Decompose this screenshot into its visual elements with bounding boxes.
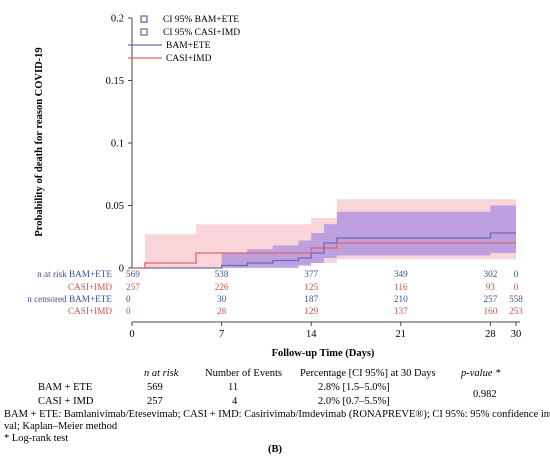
panel-label: (B) bbox=[268, 444, 282, 455]
risk-value: 226 bbox=[215, 282, 229, 292]
risk-value: 129 bbox=[304, 306, 318, 316]
header-percentage: Percentage [CI 95%] at 30 Days bbox=[300, 368, 436, 379]
survival-curves bbox=[132, 232, 516, 269]
group-label: BAM + ETE bbox=[38, 382, 93, 393]
n-value: 569 bbox=[147, 382, 163, 393]
p-value: 0.982 bbox=[473, 389, 497, 400]
events-value: 11 bbox=[228, 382, 239, 393]
x-axis-label: Follow-up Time (Days) bbox=[272, 348, 375, 359]
header-n-at-risk: n at risk bbox=[144, 368, 179, 379]
legend-marker bbox=[140, 15, 148, 23]
percentage-value: 2.0% [0.7–5.5%] bbox=[318, 396, 390, 407]
x-tick-label: 14 bbox=[306, 329, 317, 340]
risk-value: 302 bbox=[484, 269, 498, 279]
x-tick-label: 21 bbox=[396, 329, 407, 340]
percentage-value: 2.8% [1.5–5.0%] bbox=[318, 382, 390, 393]
risk-row-label: CASI+IMD bbox=[68, 282, 112, 292]
risk-value: 137 bbox=[394, 306, 408, 316]
y-tick-label: 0.05 bbox=[106, 201, 124, 212]
risk-value: 569 bbox=[126, 269, 140, 279]
risk-value: 210 bbox=[394, 294, 408, 304]
header-p-value: p-value * bbox=[461, 368, 501, 379]
x-tick-label: 7 bbox=[219, 329, 224, 340]
group-label: CASI + IMD bbox=[38, 396, 94, 407]
footnote-abbreviations: BAM + ETE: Bamlanivimab/Etesevimab; CASI… bbox=[4, 409, 550, 420]
x-tick-label: 28 bbox=[485, 329, 496, 340]
risk-value: 28 bbox=[217, 306, 227, 316]
risk-value: 30 bbox=[217, 294, 227, 304]
summary-row: CASI + IMD 257 4 2.0% [0.7–5.5%] 0.982 bbox=[0, 389, 550, 410]
n-value: 257 bbox=[147, 396, 163, 407]
risk-value: 160 bbox=[484, 306, 498, 316]
legend: CI 95% BAM+ETE CI 95% CASI+IMD BAM+ETE CASI… bbox=[128, 15, 240, 64]
risk-value: 93 bbox=[486, 282, 496, 292]
y-tick-label: 0 bbox=[119, 264, 124, 275]
risk-value: 349 bbox=[394, 269, 408, 279]
y-tick-label: 0.2 bbox=[111, 14, 124, 25]
risk-value: 116 bbox=[394, 282, 408, 292]
legend-label: CI 95% CASI+IMD bbox=[163, 28, 240, 38]
risk-value: 0 bbox=[126, 306, 131, 316]
y-axis-label: Probability of death for reason COVID-19 bbox=[34, 47, 45, 236]
risk-value: 0 bbox=[514, 282, 519, 292]
risk-value: 253 bbox=[509, 306, 523, 316]
footnote-method: val; Kaplan–Meier method bbox=[4, 421, 118, 432]
km-survival-chart: 0 0.05 0.1 0.15 0.2 0 7 14 21 28 30 CI 95% BAM+ETE… bbox=[27, 14, 523, 360]
y-tick-label: 0.15 bbox=[106, 76, 124, 87]
risk-value: 538 bbox=[215, 269, 229, 279]
risk-value: 257 bbox=[484, 294, 498, 304]
risk-row-label: n censored BAM+ETE bbox=[27, 294, 112, 304]
risk-value: 0 bbox=[126, 294, 131, 304]
risk-row-label: n at risk BAM+ETE bbox=[37, 269, 112, 279]
x-tick-label: 30 bbox=[511, 329, 522, 340]
x-tick-label: 0 bbox=[129, 329, 134, 340]
ci-bands bbox=[132, 199, 516, 268]
summary-row: BAM + ETE 569 11 2.8% [1.5–5.0%] bbox=[0, 382, 550, 396]
header-events: Number of Events bbox=[205, 368, 282, 379]
risk-value: 125 bbox=[304, 282, 318, 292]
legend-marker bbox=[140, 28, 148, 36]
risk-value: 187 bbox=[304, 294, 318, 304]
legend-label: CI 95% BAM+ETE bbox=[163, 15, 239, 25]
risk-value: 558 bbox=[509, 294, 523, 304]
curve-bam-ete bbox=[132, 232, 516, 269]
footnote-test: * Log-rank test bbox=[4, 433, 69, 444]
ci-band-bam-ete bbox=[132, 205, 516, 268]
risk-value: 257 bbox=[126, 282, 140, 292]
y-tick-label: 0.1 bbox=[111, 139, 124, 150]
legend-label: CASI+IMD bbox=[166, 54, 212, 64]
axes: 0 0.05 0.1 0.15 0.2 0 7 14 21 28 30 bbox=[106, 14, 522, 341]
risk-row-label: CASI+IMD bbox=[68, 306, 112, 316]
risk-value: 377 bbox=[304, 269, 318, 279]
risk-value: 0 bbox=[514, 269, 519, 279]
summary-header-row: n at risk Number of Events Percentage [C… bbox=[0, 368, 550, 382]
curve-casi-imd bbox=[132, 242, 516, 269]
legend-label: BAM+ETE bbox=[166, 41, 211, 51]
risk-table: n at risk BAM+ETE 569 538 377 349 302 0 CASI+IM… bbox=[27, 269, 523, 316]
events-value: 4 bbox=[232, 396, 238, 407]
